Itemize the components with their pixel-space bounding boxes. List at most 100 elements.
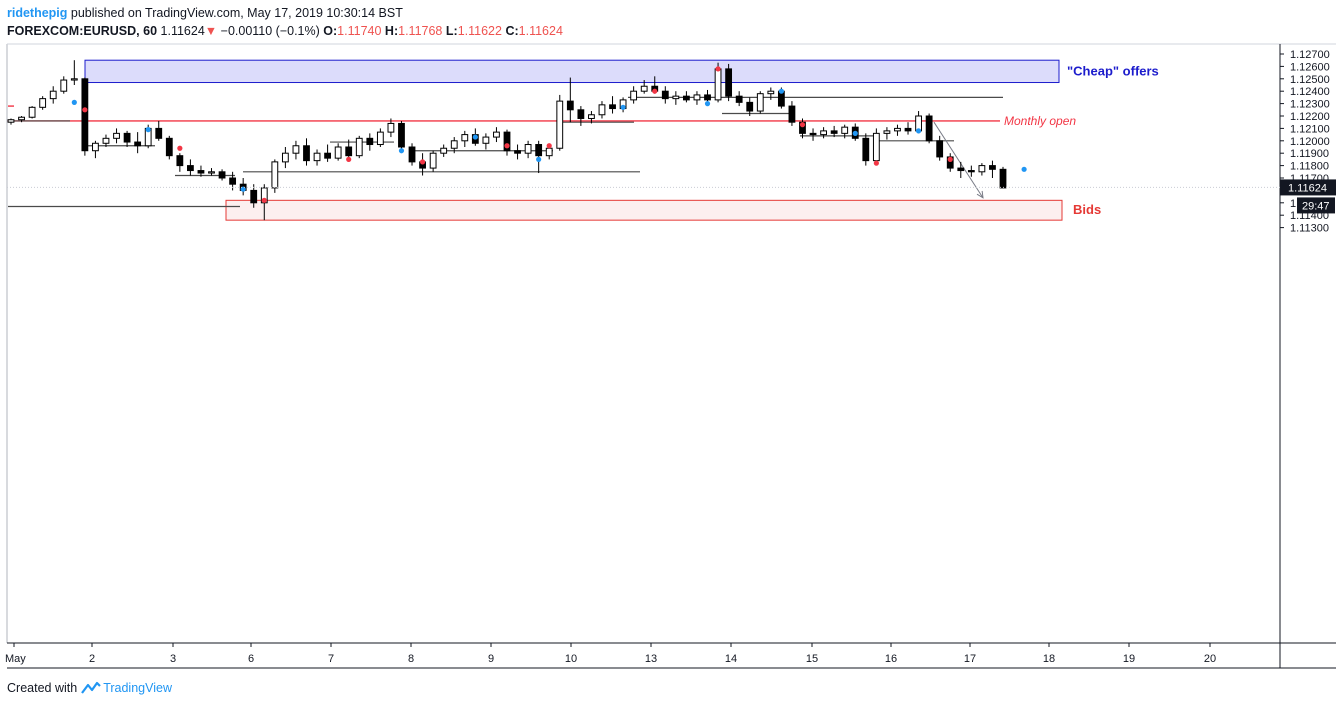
y-tick-label: 1.12500 bbox=[1290, 74, 1330, 86]
candle-body bbox=[672, 95, 680, 100]
candle-body bbox=[113, 132, 120, 139]
sell-signal-dot bbox=[652, 88, 658, 94]
open-label: O: bbox=[323, 24, 338, 38]
close-label: C: bbox=[505, 24, 519, 38]
candle-body bbox=[609, 104, 616, 110]
candle-body bbox=[292, 145, 300, 154]
candle-body bbox=[208, 171, 215, 174]
footer: Created with TradingView bbox=[7, 681, 172, 695]
last-price-tag-label: 1.11624 bbox=[1288, 182, 1327, 194]
y-tick-label: 1.11300 bbox=[1290, 223, 1329, 235]
high-label: H: bbox=[384, 24, 399, 38]
candle-body bbox=[281, 152, 289, 163]
candle-body bbox=[883, 130, 891, 134]
candle-body bbox=[862, 137, 870, 162]
candle-body bbox=[429, 152, 437, 169]
bid-zone bbox=[225, 199, 1063, 221]
ohlc-line: FOREXCOM:EURUSD, 60 1.11624▼ −0.00110 (−… bbox=[7, 22, 563, 40]
candle-body bbox=[683, 95, 690, 101]
sell-signal-dot bbox=[504, 143, 510, 149]
sell-signal-dot bbox=[346, 156, 352, 162]
monthly-open-label: Monthly open bbox=[1004, 114, 1076, 128]
candle-body bbox=[989, 165, 996, 170]
candle-body bbox=[978, 165, 986, 173]
x-tick-label: 10 bbox=[565, 653, 577, 665]
x-tick-label: 6 bbox=[248, 653, 254, 665]
publish-line: ridethepig published on TradingView.com,… bbox=[7, 4, 563, 22]
projection-arrow-head bbox=[976, 190, 984, 199]
candle-body bbox=[355, 137, 363, 157]
price-change: −0.00110 (−0.1%) bbox=[220, 24, 320, 38]
candle-body bbox=[250, 189, 258, 204]
x-tick-label: 19 bbox=[1123, 653, 1135, 665]
candle-body bbox=[81, 78, 89, 152]
candle-body bbox=[514, 150, 521, 154]
candle-body bbox=[461, 134, 469, 142]
candle-body bbox=[999, 168, 1007, 189]
y-tick-label: 1.12400 bbox=[1290, 86, 1330, 98]
candle-body bbox=[49, 90, 57, 100]
candle-body bbox=[18, 116, 25, 121]
candle-body bbox=[60, 79, 68, 92]
candle-body bbox=[788, 105, 796, 123]
down-arrow-icon: ▼ bbox=[204, 24, 218, 38]
y-tick-label: 1.12100 bbox=[1290, 123, 1330, 135]
candle-body bbox=[767, 90, 775, 95]
candle-body bbox=[28, 106, 36, 118]
low-value: 1.11622 bbox=[457, 24, 502, 38]
buy-signal-dot bbox=[620, 104, 626, 110]
x-tick-label: 18 bbox=[1043, 653, 1055, 665]
candle-body bbox=[566, 100, 574, 111]
candle-body bbox=[440, 147, 448, 154]
candle-body bbox=[894, 127, 901, 132]
author-link[interactable]: ridethepig bbox=[7, 6, 68, 20]
candle-body bbox=[134, 141, 142, 147]
high-value: 1.11768 bbox=[398, 24, 443, 38]
low-label: L: bbox=[445, 24, 458, 38]
candle-body bbox=[725, 68, 733, 97]
candle-body bbox=[165, 137, 173, 157]
candle-body bbox=[482, 136, 490, 144]
x-tick-label: 13 bbox=[645, 653, 657, 665]
sell-signal-dot bbox=[419, 159, 426, 165]
candle-body bbox=[809, 132, 817, 136]
buy-signal-dot bbox=[145, 127, 151, 133]
offer-zone bbox=[84, 59, 1060, 84]
candle-body bbox=[524, 144, 532, 154]
candle-body bbox=[271, 161, 279, 189]
candle-body bbox=[936, 140, 944, 158]
candle-body bbox=[640, 85, 648, 92]
candle-body bbox=[630, 90, 638, 101]
buy-signal-dot bbox=[536, 156, 542, 162]
candle-body bbox=[123, 132, 131, 143]
candle-body bbox=[925, 115, 933, 142]
candle-body bbox=[704, 94, 711, 101]
countdown-tag bbox=[1297, 197, 1335, 214]
last-price-tag bbox=[1280, 179, 1336, 196]
x-tick-label: 9 bbox=[488, 653, 494, 665]
candle-body bbox=[334, 146, 342, 159]
candle-body bbox=[735, 95, 743, 103]
candle-body bbox=[345, 146, 353, 157]
y-tick-label: 1.12700 bbox=[1290, 49, 1330, 61]
candle-body bbox=[967, 170, 975, 173]
projection-arrow-line bbox=[933, 121, 984, 199]
close-value: 1.11624 bbox=[518, 24, 563, 38]
tradingview-brand[interactable]: TradingView bbox=[103, 681, 172, 695]
candle-body bbox=[820, 130, 827, 136]
x-tick-label: 3 bbox=[170, 653, 176, 665]
last-price: 1.11624 bbox=[160, 24, 205, 38]
x-tick-label: 20 bbox=[1204, 653, 1216, 665]
candle-body bbox=[957, 167, 965, 172]
candle-body bbox=[187, 165, 194, 172]
candle-body bbox=[661, 90, 669, 100]
candle-body bbox=[756, 93, 764, 112]
publish-text: published on TradingView.com, May 17, 20… bbox=[70, 6, 403, 20]
candle-body bbox=[376, 131, 384, 146]
sell-signal-dot bbox=[873, 160, 879, 166]
candle-body bbox=[92, 142, 99, 152]
candle-body bbox=[714, 68, 722, 101]
candle-body bbox=[904, 127, 912, 132]
candle-body bbox=[70, 78, 78, 81]
